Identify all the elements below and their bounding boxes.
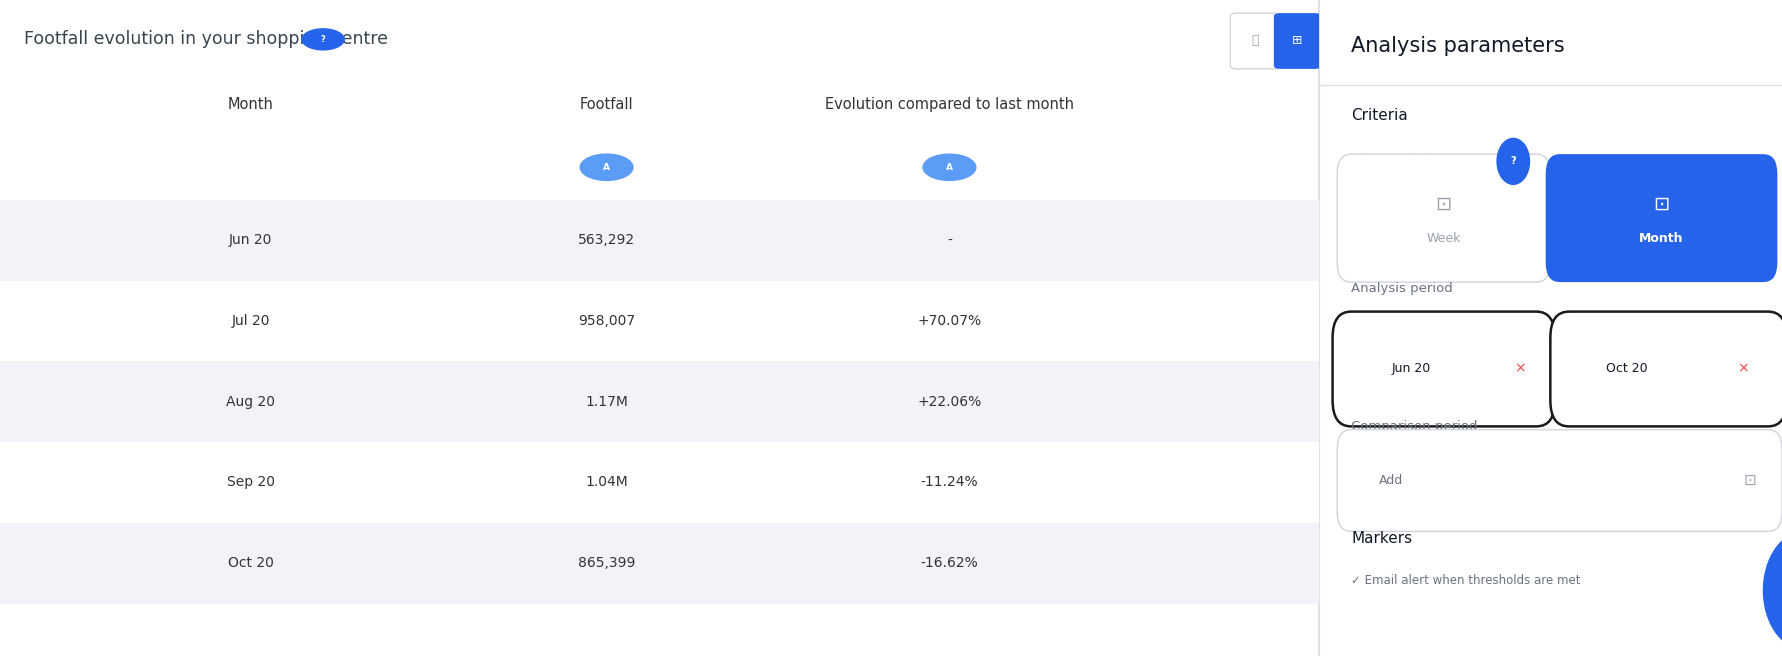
Text: Analysis parameters: Analysis parameters (1351, 36, 1565, 56)
Text: Time period: Time period (1351, 154, 1431, 167)
Circle shape (581, 154, 633, 180)
FancyBboxPatch shape (0, 200, 1319, 281)
Text: Month: Month (1639, 232, 1684, 245)
Text: Oct 20: Oct 20 (228, 556, 273, 570)
Text: ⊡: ⊡ (1654, 195, 1670, 214)
Text: Analysis period: Analysis period (1351, 282, 1452, 295)
Text: Week: Week (1427, 232, 1461, 245)
Text: +22.06%: +22.06% (918, 395, 982, 409)
Text: A: A (946, 163, 953, 172)
Text: Aug 20: Aug 20 (226, 395, 274, 409)
Text: +70.07%: +70.07% (918, 314, 982, 328)
Text: ⊡: ⊡ (1436, 195, 1452, 214)
Text: Footfall evolution in your shopping centre: Footfall evolution in your shopping cent… (23, 30, 388, 47)
Text: 865,399: 865,399 (577, 556, 634, 570)
Text: End: End (1568, 321, 1591, 335)
Text: 1.17M: 1.17M (584, 395, 627, 409)
Text: -16.62%: -16.62% (921, 556, 978, 570)
Circle shape (923, 154, 977, 180)
Text: 958,007: 958,007 (577, 314, 634, 328)
FancyBboxPatch shape (0, 442, 1319, 523)
Text: Add: Add (1379, 474, 1402, 487)
Circle shape (301, 29, 344, 50)
Text: 1.04M: 1.04M (584, 476, 627, 489)
Text: A: A (602, 163, 609, 172)
Text: Oct 20: Oct 20 (1606, 362, 1648, 375)
FancyBboxPatch shape (1336, 154, 1550, 282)
Text: Start: Start (1351, 321, 1381, 335)
Text: ✓ Email alert when thresholds are met: ✓ Email alert when thresholds are met (1351, 574, 1581, 587)
Text: Month: Month (228, 98, 273, 112)
FancyBboxPatch shape (1550, 312, 1782, 426)
FancyBboxPatch shape (0, 361, 1319, 442)
Text: ⊞: ⊞ (1292, 34, 1303, 47)
Text: Footfall: Footfall (579, 98, 633, 112)
Text: -11.24%: -11.24% (921, 476, 978, 489)
Text: Sep 20: Sep 20 (226, 476, 274, 489)
Text: Jul 20: Jul 20 (232, 314, 269, 328)
Text: Comparison period: Comparison period (1351, 420, 1477, 433)
Text: 563,292: 563,292 (577, 234, 634, 247)
FancyBboxPatch shape (0, 523, 1319, 604)
Text: -: - (946, 234, 952, 247)
FancyBboxPatch shape (0, 281, 1319, 361)
FancyBboxPatch shape (1545, 154, 1777, 282)
Text: Evolution compared to last month: Evolution compared to last month (825, 98, 1075, 112)
FancyBboxPatch shape (1336, 430, 1782, 531)
Text: ?: ? (1511, 156, 1516, 167)
FancyBboxPatch shape (1333, 312, 1556, 426)
Text: Criteria: Criteria (1351, 108, 1408, 123)
Text: ×: × (1737, 361, 1748, 376)
Circle shape (1764, 531, 1782, 649)
FancyBboxPatch shape (1274, 13, 1320, 69)
Text: Markers: Markers (1351, 531, 1413, 546)
Text: Jun 20: Jun 20 (228, 234, 273, 247)
Text: ?: ? (321, 35, 326, 44)
FancyBboxPatch shape (1230, 13, 1281, 69)
Text: ⊡: ⊡ (1743, 473, 1755, 487)
Text: ⌕: ⌕ (1251, 34, 1260, 47)
Text: Jun 20: Jun 20 (1392, 362, 1431, 375)
Text: ×: × (1515, 361, 1525, 376)
Circle shape (1497, 138, 1529, 184)
